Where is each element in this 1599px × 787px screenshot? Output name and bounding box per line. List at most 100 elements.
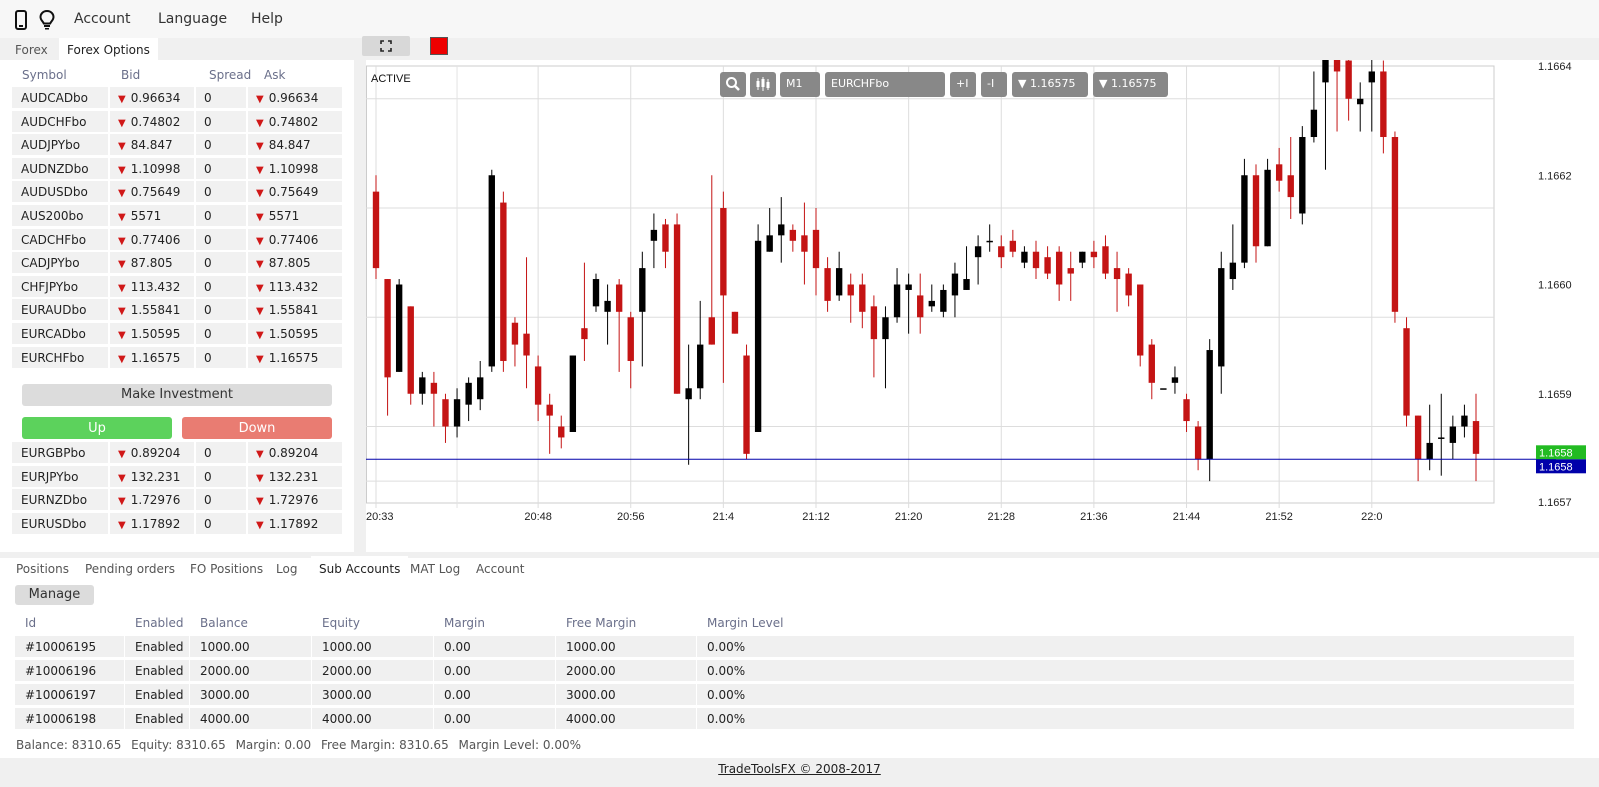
tab-forex[interactable]: Forex [15,43,48,57]
symbol-text: EURGBPbo [21,446,86,460]
candle-body [1032,251,1040,269]
fullscreen-button[interactable] [362,36,410,56]
menu-language[interactable]: Language [158,11,228,27]
mobile-icon[interactable] [10,9,32,31]
menu-account[interactable]: Account [74,11,131,27]
quote-symbol: EURCADbo [12,323,108,344]
fullscreen-icon [380,40,392,52]
price-chart[interactable]: 20:33 20:48 20:56 21:4 21:12 21:20 21:28 21:36 2… [366,60,1599,552]
quote-row[interactable]: EURNZDbo ▼ 1.72976 0 ▼ 1.72976 [12,489,342,511]
table-cell: 0.00 [434,708,556,729]
up-button[interactable]: Up [22,417,172,439]
quote-bid: ▼ 0.96634 [110,87,194,108]
candle-body [1449,426,1457,443]
table-cell: 4000.00 [312,708,434,729]
quote-bid: ▼ 1.10998 [110,157,194,179]
tab-positions[interactable]: Positions [16,562,69,576]
down-arrow-icon: ▼ [118,117,126,129]
lightbulb-icon[interactable] [36,9,58,31]
candle-body [1160,388,1167,390]
chart-type-button[interactable] [750,72,776,97]
quote-row[interactable]: CHFJPYbo ▼ 113.432 0 ▼ 113.432 [12,275,342,297]
quote-row[interactable]: AUDCHFbo ▼ 0.74802 0 ▼ 0.74802 [12,110,342,132]
table-row[interactable]: #10006196 Enabled 2000.00 2000.00 0.00 2000.0… [15,660,1577,681]
table-row[interactable]: #10006195 Enabled 1000.00 1000.00 0.00 1000.0… [15,636,1577,657]
column-header: Enabled [135,616,184,630]
sell-price-button[interactable]: ▼ 1.16575 [1012,72,1088,97]
candle-body [407,306,414,394]
footer-copyright[interactable]: TradeToolsFX © 2008-2017 [718,762,881,776]
chart-color-swatch[interactable] [430,37,448,55]
quote-row[interactable]: AUDJPYbo ▼ 84.847 0 ▼ 84.847 [12,134,342,156]
value-text: 113.432 [130,279,181,294]
table-cell: 3000.00 [190,684,312,705]
buy-price-button[interactable]: ▼ 1.16575 [1093,72,1168,97]
summary-equity: Equity: 8310.65 [131,738,226,752]
table-cell: #10006198 [15,708,125,729]
down-arrow-icon: ▼ [118,188,126,200]
candlestick-chart[interactable]: 20:33 20:48 20:56 21:4 21:12 21:20 21:28 21:36 2… [366,60,1599,552]
symbol-select[interactable]: EURCHFbo [825,72,945,97]
tab-sub-accounts[interactable]: Sub Accounts [311,556,409,582]
value-text: 132.231 [268,469,319,484]
value-text: 1.16575 [130,350,181,365]
down-button[interactable]: Down [182,417,332,439]
down-arrow-icon: ▼ [256,94,264,105]
quote-row[interactable]: EURUSDbo ▼ 1.17892 0 ▼ 1.17892 [12,512,342,534]
down-arrow-icon: ▼ [256,330,264,341]
quote-ask: ▼ 1.17892 [248,512,342,534]
table-row[interactable]: #10006198 Enabled 4000.00 4000.00 0.00 4000.0… [15,708,1577,729]
table-cell: 0.00% [697,684,1577,705]
tab-account[interactable]: Account [476,562,525,576]
tab-log[interactable]: Log [276,562,298,576]
quote-row[interactable]: EURAUDbo ▼ 1.55841 0 ▼ 1.55841 [12,299,342,321]
quote-row[interactable]: EURGBPbo ▼ 0.89204 0 ▼ 0.89204 [12,442,342,463]
quote-row[interactable]: AUDCADbo ▼ 0.96634 0 ▼ 0.96634 [12,87,342,108]
y-tick-label: 1.1660 [1538,280,1572,292]
quote-row[interactable]: CADCHFbo ▼ 0.77406 0 ▼ 0.77406 [12,228,342,250]
quote-spread: 0 [196,275,246,297]
value-text: 1.72976 [268,493,319,508]
symbol-text: EURJPYbo [21,469,79,484]
candle-body [963,279,970,290]
quote-symbol: AUS200bo [12,205,108,226]
quote-symbol: AUDJPYbo [12,134,108,156]
table-cell: 2000.00 [312,660,434,681]
zoom-button[interactable] [720,72,746,97]
menu-help[interactable]: Help [251,11,283,27]
tab-pending-orders[interactable]: Pending orders [85,562,176,576]
candle-body [1241,175,1248,263]
timeframe-button[interactable]: M1 [780,72,820,97]
quote-row[interactable]: CADJPYbo ▼ 87.805 0 ▼ 87.805 [12,252,342,274]
tab-mat-log[interactable]: MAT Log [410,562,461,576]
value-text: 0 [204,493,212,508]
down-arrow-icon: ▼ [118,164,126,176]
candle-body [1079,251,1086,263]
quote-row[interactable]: AUDUSDbo ▼ 0.75649 0 ▼ 0.75649 [12,181,342,203]
quote-row[interactable]: EURJPYbo ▼ 132.231 0 ▼ 132.231 [12,465,342,487]
candle-body [477,377,484,400]
zoom-in-button[interactable]: +I [950,72,976,97]
down-arrow-icon: ▼ [256,353,264,365]
candle-body [824,268,831,301]
candle-body [1009,240,1017,252]
candle-body [500,202,507,361]
candle-body [801,235,808,252]
value-text: 0 [204,327,212,341]
tab-forex-options[interactable]: Forex Options [59,38,158,60]
value-text: 1.72976 [130,493,181,508]
tab-fo-positions[interactable]: FO Positions [190,562,264,576]
quote-symbol: CADCHFbo [12,228,108,250]
candle-body [1345,60,1352,99]
quote-row[interactable]: AUS200bo ▼ 5571 0 ▼ 5571 [12,205,342,226]
table-row[interactable]: #10006197 Enabled 3000.00 3000.00 0.00 3000.0… [15,684,1577,705]
value-text: 0 [204,303,212,318]
zoom-out-button[interactable]: -I [981,72,1007,97]
quote-row[interactable]: EURCADbo ▼ 1.50595 0 ▼ 1.50595 [12,323,342,344]
manage-button[interactable]: Manage [15,585,94,605]
make-investment-button[interactable]: Make Investment [22,384,332,406]
quote-row[interactable]: EURCHFbo ▼ 1.16575 0 ▼ 1.16575 [12,346,342,368]
symbol-text: AUDCHFbo [21,114,87,129]
candle-body [1137,284,1144,356]
quote-row[interactable]: AUDNZDbo ▼ 1.10998 0 ▼ 1.10998 [12,157,342,179]
